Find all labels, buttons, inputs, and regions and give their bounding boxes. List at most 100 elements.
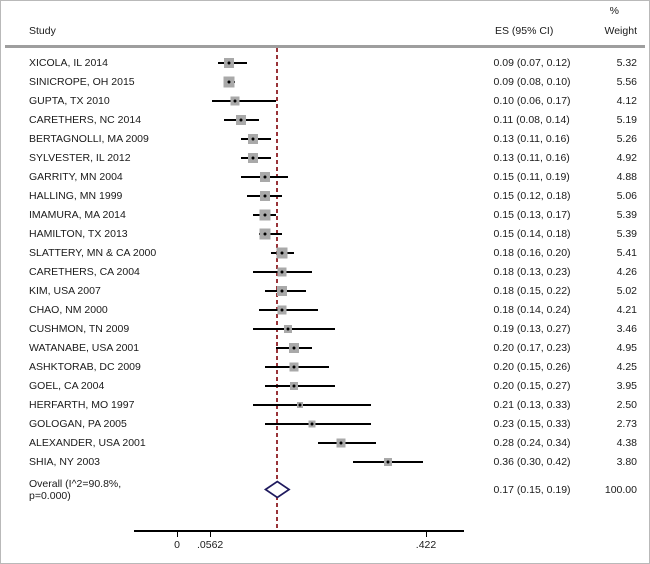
column-header-study: Study bbox=[29, 25, 56, 37]
weight-value: 5.56 bbox=[616, 75, 637, 88]
overall-label-line2: p=0.000) bbox=[29, 489, 71, 502]
point-estimate-dot bbox=[233, 99, 237, 102]
point-estimate-dot bbox=[227, 80, 231, 83]
study-row: CARETHERS, CA 2004 0.18 (0.13, 0.23) 4.2… bbox=[1, 262, 649, 281]
study-label: CARETHERS, NC 2014 bbox=[29, 113, 142, 126]
point-estimate-dot bbox=[263, 213, 267, 216]
weight-value: 4.95 bbox=[616, 341, 637, 354]
weight-value: 5.26 bbox=[616, 132, 637, 145]
es-ci-value: 0.21 (0.13, 0.33) bbox=[493, 398, 571, 411]
overall-row: Overall (I^2=90.8%, p=0.000) 0.17 (0.15,… bbox=[1, 471, 649, 508]
point-estimate-dot bbox=[280, 270, 284, 273]
axis-tick-mark bbox=[176, 531, 178, 537]
study-row: HERFARTH, MO 1997 0.21 (0.13, 0.33) 2.50 bbox=[1, 395, 649, 414]
point-estimate-dot bbox=[239, 118, 243, 121]
study-label: HERFARTH, MO 1997 bbox=[29, 398, 135, 411]
weight-value: 3.80 bbox=[616, 455, 637, 468]
point-estimate-dot bbox=[339, 441, 343, 444]
weight-value: 5.41 bbox=[616, 246, 637, 259]
ci-plot-area bbox=[163, 53, 462, 72]
study-row: BERTAGNOLLI, MA 2009 0.13 (0.11, 0.16) 5… bbox=[1, 129, 649, 148]
overall-estimate-dashed-line bbox=[276, 48, 279, 530]
axis-tick-mark bbox=[426, 531, 427, 537]
confidence-interval-line bbox=[258, 232, 283, 235]
overall-diamond-shape bbox=[263, 480, 291, 499]
study-row: SYLVESTER, IL 2012 0.13 (0.11, 0.16) 4.9… bbox=[1, 148, 649, 167]
point-estimate-dot bbox=[280, 289, 284, 292]
point-estimate-dot bbox=[292, 346, 296, 349]
ci-plot-area bbox=[163, 452, 462, 471]
ci-plot-area bbox=[163, 129, 462, 148]
weight-value: 4.21 bbox=[616, 303, 637, 316]
es-ci-value: 0.09 (0.07, 0.12) bbox=[493, 56, 571, 69]
weight-value: 5.06 bbox=[616, 189, 637, 202]
study-label: GOEL, CA 2004 bbox=[29, 379, 105, 392]
overall-plot-area bbox=[163, 471, 462, 508]
ci-plot-area bbox=[163, 433, 462, 452]
point-estimate-dot bbox=[292, 384, 296, 387]
weight-value: 2.50 bbox=[616, 398, 637, 411]
study-row: ALEXANDER, USA 2001 0.28 (0.24, 0.34) 4.… bbox=[1, 433, 649, 452]
point-estimate-dot bbox=[263, 175, 267, 178]
es-ci-value: 0.18 (0.13, 0.23) bbox=[493, 265, 571, 278]
weight-value: 3.46 bbox=[616, 322, 637, 335]
study-label: SYLVESTER, IL 2012 bbox=[29, 151, 131, 164]
overall-label: Overall (I^2=90.8%, p=0.000) bbox=[1, 478, 163, 502]
confidence-interval-line bbox=[264, 384, 336, 387]
study-row: SHIA, NY 2003 0.36 (0.30, 0.42) 3.80 bbox=[1, 452, 649, 471]
es-ci-value: 0.18 (0.14, 0.24) bbox=[493, 303, 571, 316]
es-ci-value: 0.09 (0.08, 0.10) bbox=[493, 75, 571, 88]
study-label: SLATTERY, MN & CA 2000 bbox=[29, 246, 157, 259]
es-ci-value: 0.20 (0.17, 0.23) bbox=[493, 341, 571, 354]
es-ci-value: 0.36 (0.30, 0.42) bbox=[493, 455, 571, 468]
ci-plot-area bbox=[163, 338, 462, 357]
study-label: CHAO, NM 2000 bbox=[29, 303, 108, 316]
overall-weight-value: 100.00 bbox=[604, 483, 637, 496]
es-ci-value: 0.20 (0.15, 0.27) bbox=[493, 379, 571, 392]
es-ci-value: 0.18 (0.15, 0.22) bbox=[493, 284, 571, 297]
study-row: WATANABE, USA 2001 0.20 (0.17, 0.23) 4.9… bbox=[1, 338, 649, 357]
es-ci-value: 0.18 (0.16, 0.20) bbox=[493, 246, 571, 259]
point-estimate-dot bbox=[280, 308, 284, 311]
weight-value: 4.88 bbox=[616, 170, 637, 183]
ci-plot-area bbox=[163, 167, 462, 186]
ci-plot-area bbox=[163, 72, 462, 91]
weight-value: 4.38 bbox=[616, 436, 637, 449]
study-row: CARETHERS, NC 2014 0.11 (0.08, 0.14) 5.1… bbox=[1, 110, 649, 129]
study-label: XICOLA, IL 2014 bbox=[29, 56, 108, 69]
ci-plot-area bbox=[163, 205, 462, 224]
study-label: IMAMURA, MA 2014 bbox=[29, 208, 126, 221]
es-ci-value: 0.23 (0.15, 0.33) bbox=[493, 417, 571, 430]
study-row: GARRITY, MN 2004 0.15 (0.11, 0.19) 4.88 bbox=[1, 167, 649, 186]
study-label: KIM, USA 2007 bbox=[29, 284, 101, 297]
study-row: GOEL, CA 2004 0.20 (0.15, 0.27) 3.95 bbox=[1, 376, 649, 395]
study-row: GOLOGAN, PA 2005 0.23 (0.15, 0.33) 2.73 bbox=[1, 414, 649, 433]
es-ci-value: 0.20 (0.15, 0.26) bbox=[493, 360, 571, 373]
point-estimate-dot bbox=[286, 327, 290, 330]
es-ci-value: 0.28 (0.24, 0.34) bbox=[493, 436, 571, 449]
point-estimate-dot bbox=[251, 156, 255, 159]
study-row: CHAO, NM 2000 0.18 (0.14, 0.24) 4.21 bbox=[1, 300, 649, 319]
confidence-interval-line bbox=[211, 99, 277, 102]
es-ci-value: 0.11 (0.08, 0.14) bbox=[493, 113, 570, 126]
study-label: GUPTA, TX 2010 bbox=[29, 94, 110, 107]
weight-value: 5.39 bbox=[616, 227, 637, 240]
es-ci-value: 0.13 (0.11, 0.16) bbox=[493, 151, 570, 164]
study-label: HALLING, MN 1999 bbox=[29, 189, 123, 202]
ci-plot-area bbox=[163, 148, 462, 167]
confidence-interval-line bbox=[317, 441, 377, 444]
weight-value: 2.73 bbox=[616, 417, 637, 430]
study-row: SINICROPE, OH 2015 0.09 (0.08, 0.10) 5.5… bbox=[1, 72, 649, 91]
study-row: KIM, USA 2007 0.18 (0.15, 0.22) 5.02 bbox=[1, 281, 649, 300]
point-estimate-dot bbox=[280, 251, 284, 254]
weight-value: 5.02 bbox=[616, 284, 637, 297]
ci-plot-area bbox=[163, 414, 462, 433]
column-header-weight-percent-sign: % bbox=[609, 5, 619, 17]
study-label: WATANABE, USA 2001 bbox=[29, 341, 140, 354]
x-axis-line bbox=[134, 530, 464, 532]
point-estimate-dot bbox=[310, 422, 314, 425]
weight-value: 4.25 bbox=[616, 360, 637, 373]
header-divider-line bbox=[5, 45, 645, 48]
study-label: ALEXANDER, USA 2001 bbox=[29, 436, 146, 449]
